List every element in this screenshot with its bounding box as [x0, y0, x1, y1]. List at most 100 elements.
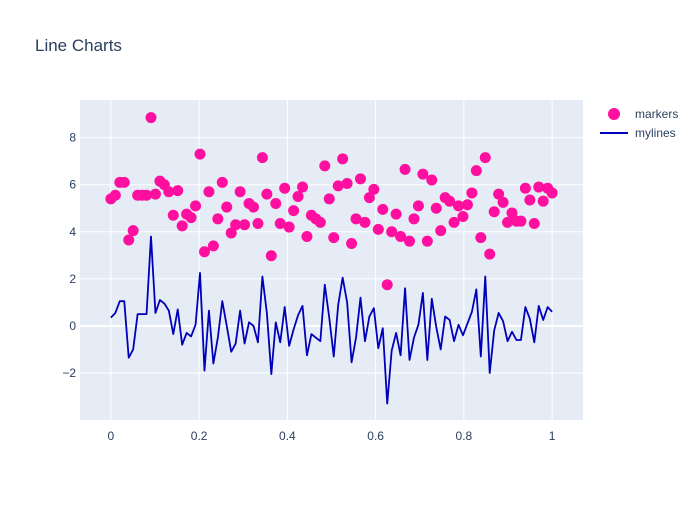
y-tick-label: 4: [69, 225, 76, 239]
data-point: [239, 219, 251, 231]
x-tick-label: 0.8: [456, 429, 473, 443]
data-point: [444, 195, 456, 207]
data-point: [265, 250, 277, 262]
data-point: [212, 213, 224, 225]
data-point: [479, 152, 491, 164]
legend-label: mylines: [635, 126, 676, 140]
data-point: [207, 240, 219, 252]
data-point: [270, 198, 282, 210]
y-tick-label: 0: [69, 319, 76, 333]
legend-item-mylines[interactable]: mylines: [600, 126, 676, 140]
data-point: [279, 182, 291, 194]
data-point: [546, 187, 558, 199]
data-point: [475, 232, 487, 244]
data-point: [493, 188, 505, 200]
data-point: [346, 238, 358, 250]
data-point: [292, 190, 304, 202]
legend-label: markers: [635, 107, 678, 121]
data-point: [506, 207, 518, 219]
data-point: [533, 181, 545, 193]
x-tick-label: 1: [549, 429, 556, 443]
data-point: [368, 183, 380, 195]
data-point: [256, 152, 268, 164]
data-point: [488, 206, 500, 218]
data-point: [341, 178, 353, 190]
data-point: [408, 213, 420, 225]
y-tick-label: 8: [69, 131, 76, 145]
data-point: [484, 248, 496, 260]
x-tick-label: 0: [108, 429, 115, 443]
data-point: [372, 223, 384, 235]
data-point: [466, 187, 478, 199]
chart-title: Line Charts: [35, 36, 122, 55]
data-point: [141, 189, 153, 201]
data-point: [524, 194, 536, 206]
data-point: [123, 234, 135, 246]
data-point: [417, 168, 429, 180]
data-point: [337, 153, 349, 165]
data-point: [167, 209, 179, 221]
data-point: [354, 173, 366, 185]
data-point: [519, 182, 531, 194]
data-point: [404, 235, 416, 247]
data-point: [109, 189, 121, 201]
data-point: [457, 210, 469, 222]
data-point: [190, 200, 202, 212]
data-point: [461, 199, 473, 211]
data-point: [225, 227, 237, 239]
data-point: [185, 212, 197, 224]
data-point: [332, 180, 344, 192]
legend-marker-swatch: [608, 108, 620, 120]
data-point: [314, 216, 326, 228]
plot-area: [80, 100, 583, 420]
data-point: [319, 160, 331, 172]
data-point: [381, 279, 393, 291]
data-point: [203, 186, 215, 198]
data-point: [252, 218, 264, 230]
data-point: [288, 205, 300, 217]
data-point: [426, 174, 438, 186]
data-point: [323, 193, 335, 205]
data-point: [363, 192, 375, 204]
data-point: [497, 196, 509, 208]
data-point: [502, 216, 514, 228]
data-point: [515, 215, 527, 227]
data-point: [230, 219, 242, 231]
data-point: [448, 216, 460, 228]
data-point: [399, 163, 411, 175]
data-point: [176, 220, 188, 232]
y-tick-label: −2: [62, 366, 76, 380]
data-point: [198, 246, 210, 258]
data-point: [430, 202, 442, 214]
data-point: [145, 112, 157, 124]
data-point: [395, 230, 407, 242]
y-tick-label: 2: [69, 272, 76, 286]
legend-item-markers[interactable]: markers: [608, 107, 678, 121]
y-tick-label: 6: [69, 178, 76, 192]
data-point: [350, 213, 362, 225]
data-point: [163, 186, 175, 198]
data-point: [118, 176, 130, 188]
series-line-mylines: [110, 235, 553, 405]
data-point: [283, 221, 295, 233]
data-point: [297, 181, 309, 193]
series-markers-markers: [105, 112, 558, 291]
data-point: [435, 225, 447, 237]
data-point: [328, 232, 340, 244]
x-tick-label: 0.2: [191, 429, 208, 443]
data-point: [386, 226, 398, 238]
data-point: [261, 188, 273, 200]
series-layer: [105, 112, 558, 405]
data-point: [127, 225, 139, 237]
data-point: [453, 200, 465, 212]
data-point: [149, 188, 161, 200]
legend[interactable]: markers mylines: [600, 107, 678, 140]
data-point: [234, 186, 246, 198]
data-point: [390, 208, 402, 220]
axis-ticks: 0 0.2 0.4 0.6 0.8 1 −2 0 2 4 6 8: [62, 131, 555, 443]
data-point: [377, 203, 389, 215]
data-point: [216, 176, 228, 188]
data-point: [528, 218, 540, 230]
